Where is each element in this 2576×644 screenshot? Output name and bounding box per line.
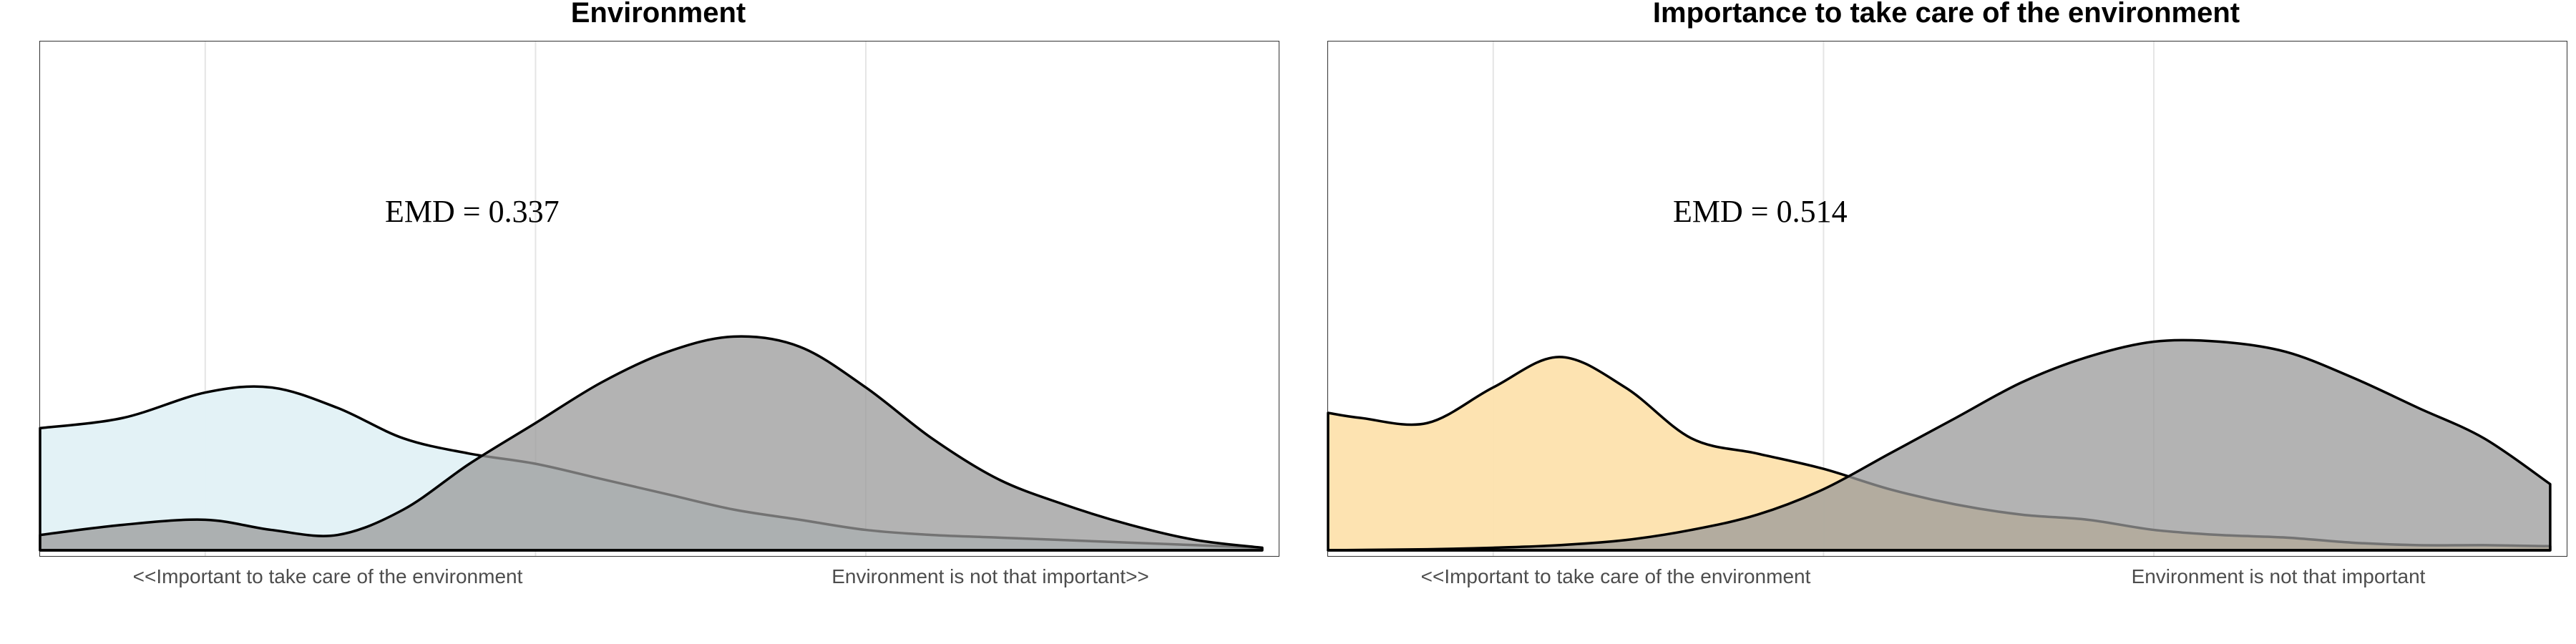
panel-title: Environment: [570, 0, 746, 29]
density-series-2: [1327, 338, 2552, 552]
emd-annotation: EMD = 0.514: [1673, 194, 1848, 229]
emd-annotation: EMD = 0.337: [385, 194, 560, 229]
x-tick-label-left: <<Important to take care of the environm…: [132, 565, 523, 587]
x-tick-label-left: <<Important to take care of the environm…: [1420, 565, 1811, 587]
x-tick-label-right: Environment is not that important>>: [831, 565, 1149, 587]
density-series-2: [39, 335, 1264, 552]
panel-title: Importance to take care of the environme…: [1652, 0, 2240, 29]
density-plot-environment: [39, 42, 1264, 556]
density-plot-importance: [1327, 42, 2552, 556]
x-tick-label-right: Environment is not that important: [2131, 565, 2426, 587]
